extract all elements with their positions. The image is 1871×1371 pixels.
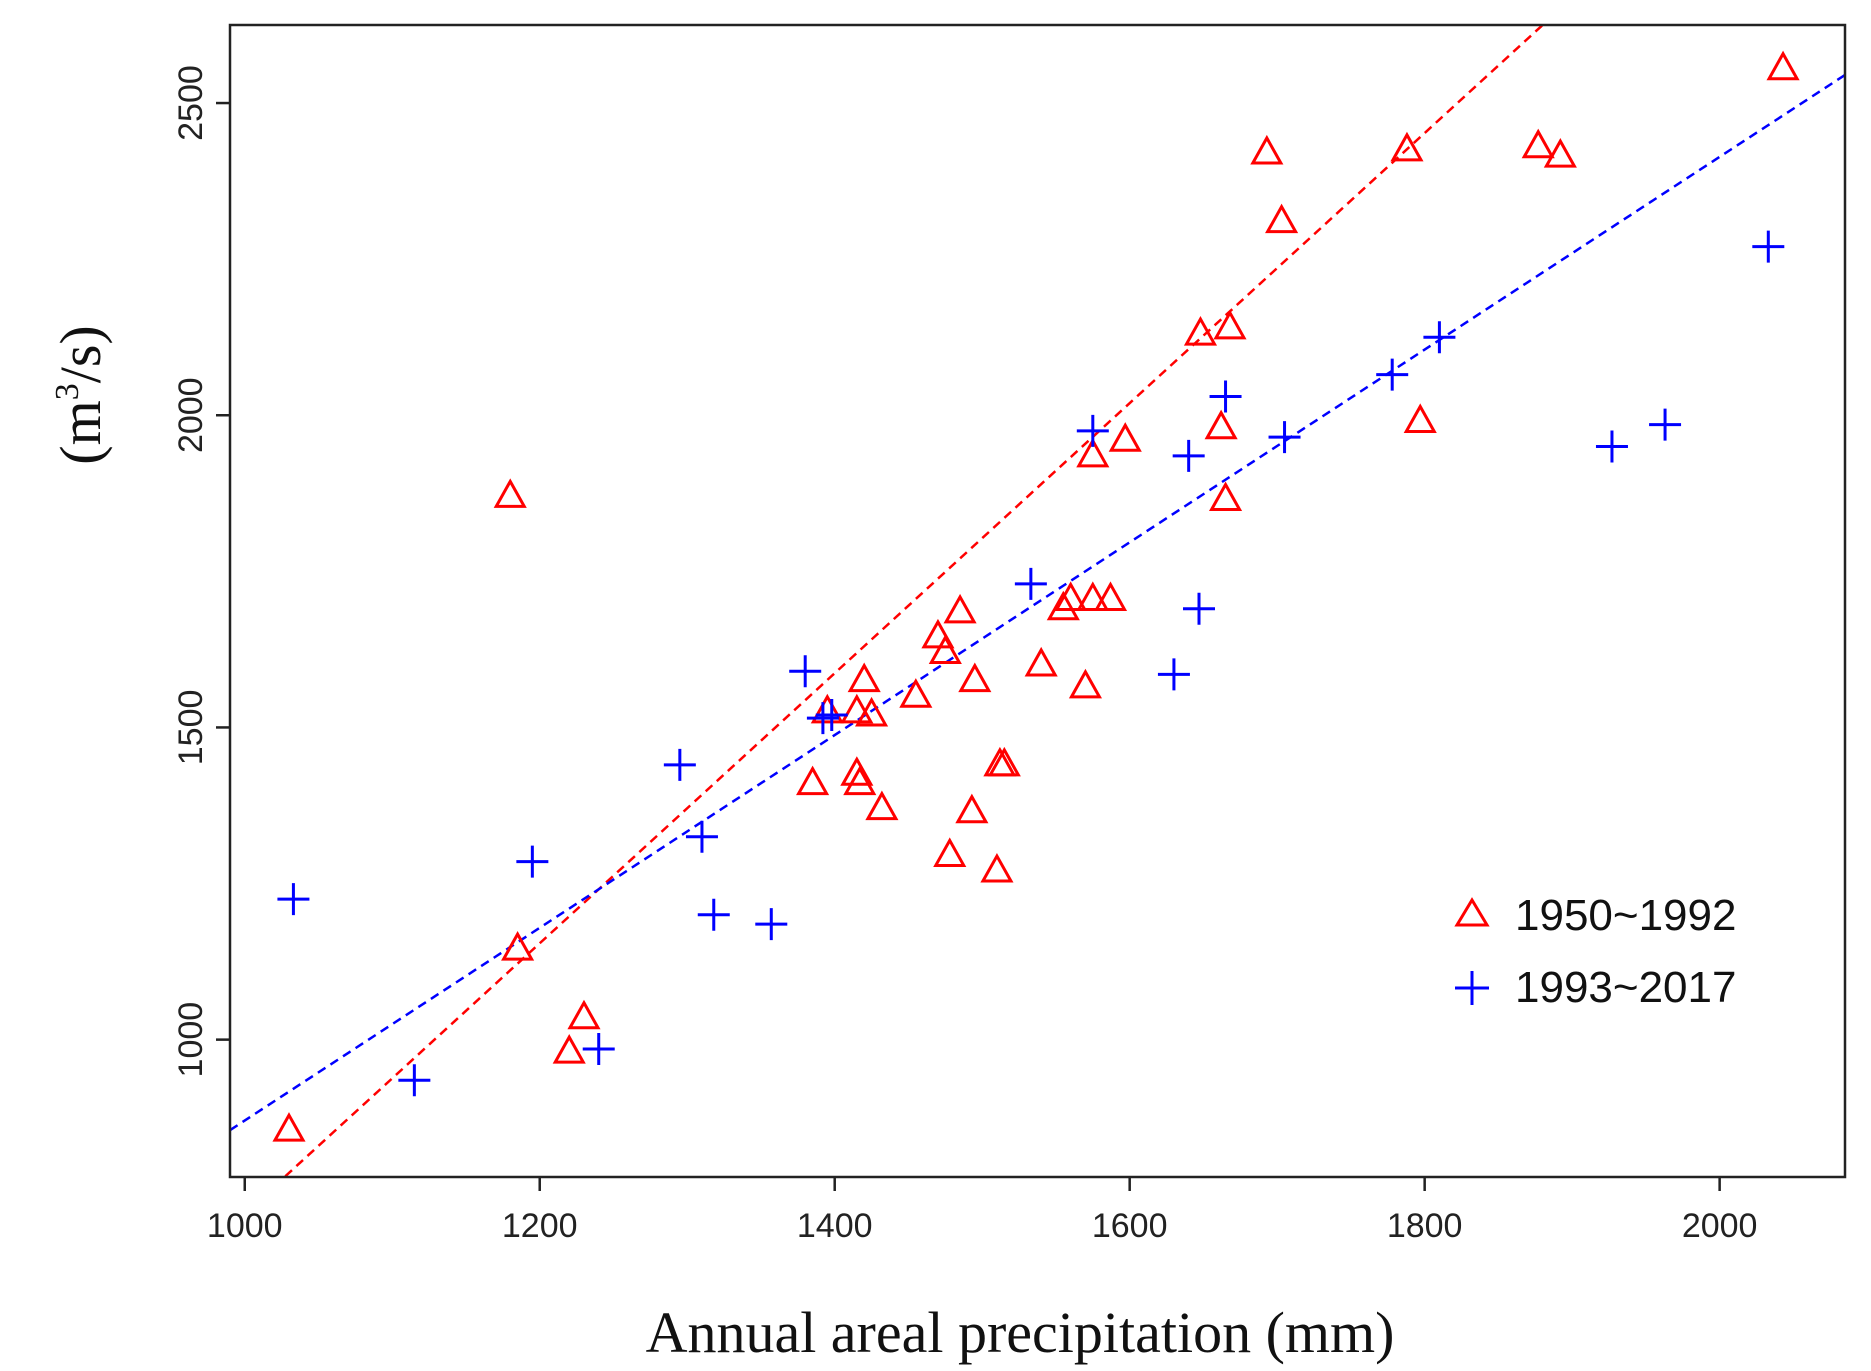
data-point-1950~1992-12 [865, 790, 899, 821]
data-point-1950~1992-6 [810, 693, 844, 724]
data-point-1950~1992-36 [1265, 203, 1299, 234]
data-point-1993~2017-15 [1183, 592, 1215, 625]
data-point-1950~1992-11 [855, 696, 889, 727]
data-point-1950~1992-34 [1213, 309, 1247, 340]
x-axis-title: Annual areal precipitation (mm) [646, 1300, 1395, 1365]
data-point-1950~1992-28 [1076, 437, 1110, 468]
data-point-1950~1992-4 [567, 999, 601, 1030]
data-point-1993~2017-19 [1423, 321, 1456, 354]
data-point-1950~1992-0 [272, 1112, 306, 1142]
data-point-1993~2017-4 [663, 748, 696, 781]
data-point-1950~1992-23 [1024, 646, 1058, 677]
data-point-1950~1992-8 [843, 765, 877, 796]
y-axis-title: (m3/s) [48, 325, 113, 464]
trendline-1950~1992 [282, 25, 1544, 1177]
data-point-1993~2017-12 [1076, 414, 1109, 447]
data-point-1993~2017-11 [1014, 567, 1047, 600]
y-tick-label-1000: 1000 [172, 1002, 210, 1078]
data-point-1993~2017-16 [1209, 380, 1242, 413]
data-point-1950~1992-24 [1046, 590, 1080, 621]
x-tick-label-1000: 1000 [207, 1207, 283, 1245]
data-point-1993~2017-13 [1157, 658, 1190, 691]
data-point-1950~1992-7 [840, 756, 874, 786]
data-point-1950~1992-13 [899, 678, 933, 708]
data-point-1950~1992-37 [1390, 131, 1424, 162]
x-tick-label-1400: 1400 [797, 1207, 873, 1245]
data-point-1993~2017-1 [398, 1064, 431, 1097]
data-point-1950~1992-25 [1054, 581, 1088, 611]
data-point-1993~2017-9 [806, 702, 839, 735]
legend-label-1950-1992: 1950~1992 [1515, 891, 1736, 940]
data-point-1993~2017-6 [697, 898, 730, 931]
x-tick-label-1600: 1600 [1092, 1207, 1168, 1245]
data-point-layer [272, 50, 1800, 1142]
x-tick-label-2000: 2000 [1682, 1207, 1758, 1245]
legend-label-1993-2017: 1993~2017 [1515, 963, 1736, 1012]
data-point-1950~1992-41 [1766, 50, 1800, 81]
data-point-1950~1992-1 [493, 478, 527, 508]
data-point-1950~1992-18 [955, 793, 989, 824]
data-point-1950~1992-2 [501, 931, 535, 961]
x-tick-label-1800: 1800 [1387, 1207, 1463, 1245]
data-point-1950~1992-33 [1208, 481, 1243, 512]
data-point-1993~2017-10 [815, 698, 848, 731]
data-point-1950~1992-39 [1521, 128, 1555, 159]
data-point-1993~2017-2 [516, 845, 549, 878]
data-point-1950~1992-10 [847, 662, 881, 693]
data-point-1950~1992-35 [1250, 134, 1284, 165]
legend-triangle-icon [1454, 897, 1490, 927]
legend-plus-icon [1455, 971, 1489, 1005]
y-axis-title-superscript: 3 [49, 383, 86, 400]
y-tick-label-2500: 2500 [172, 65, 210, 141]
data-point-1950~1992-30 [1108, 422, 1142, 452]
data-point-1950~1992-16 [933, 837, 967, 867]
data-point-1950~1992-32 [1204, 409, 1238, 440]
data-point-1993~2017-7 [755, 908, 788, 941]
data-point-1993~2017-20 [1595, 430, 1628, 463]
x-tick-label-1200: 1200 [502, 1207, 578, 1245]
y-axis-title-prefix: (m [48, 400, 113, 464]
data-point-1993~2017-8 [789, 655, 822, 688]
data-point-1950~1992-3 [552, 1034, 586, 1064]
data-point-1950~1992-15 [928, 634, 962, 665]
data-point-1993~2017-17 [1268, 421, 1301, 454]
trendline-layer [230, 25, 1845, 1177]
data-point-1950~1992-20 [980, 852, 1014, 883]
data-point-1950~1992-22 [987, 746, 1021, 777]
data-point-1993~2017-0 [277, 883, 310, 916]
data-point-1950~1992-14 [921, 618, 955, 649]
data-point-1950~1992-17 [943, 593, 977, 624]
data-point-1993~2017-22 [1752, 230, 1785, 263]
data-point-1993~2017-21 [1649, 408, 1682, 441]
data-point-1993~2017-14 [1172, 439, 1205, 472]
trendline-1993~2017 [230, 73, 1845, 1132]
data-point-1950~1992-26 [1068, 668, 1102, 699]
axis-layer: 1000 1200 1400 1600 1800 2000 1000 1500 2000 2500 [172, 65, 1757, 1245]
data-point-1950~1992-19 [958, 662, 992, 693]
y-tick-label-2000: 2000 [172, 377, 210, 453]
data-point-1993~2017-5 [685, 820, 718, 853]
data-point-1993~2017-3 [582, 1033, 615, 1065]
data-point-1950~1992-29 [1093, 581, 1128, 611]
data-point-1950~1992-31 [1183, 316, 1218, 346]
data-point-1950~1992-5 [796, 765, 830, 796]
data-point-1950~1992-27 [1076, 581, 1110, 611]
data-point-1950~1992-38 [1403, 403, 1437, 433]
y-tick-label-1500: 1500 [172, 690, 210, 766]
y-axis-title-suffix: /s) [48, 325, 113, 383]
data-point-1950~1992-40 [1543, 138, 1577, 168]
data-point-1993~2017-18 [1376, 358, 1409, 391]
plot-area-frame [228, 23, 1847, 1179]
data-point-1950~1992-9 [840, 693, 874, 724]
legend: 1950~1992 1993~2017 [1454, 891, 1736, 1012]
